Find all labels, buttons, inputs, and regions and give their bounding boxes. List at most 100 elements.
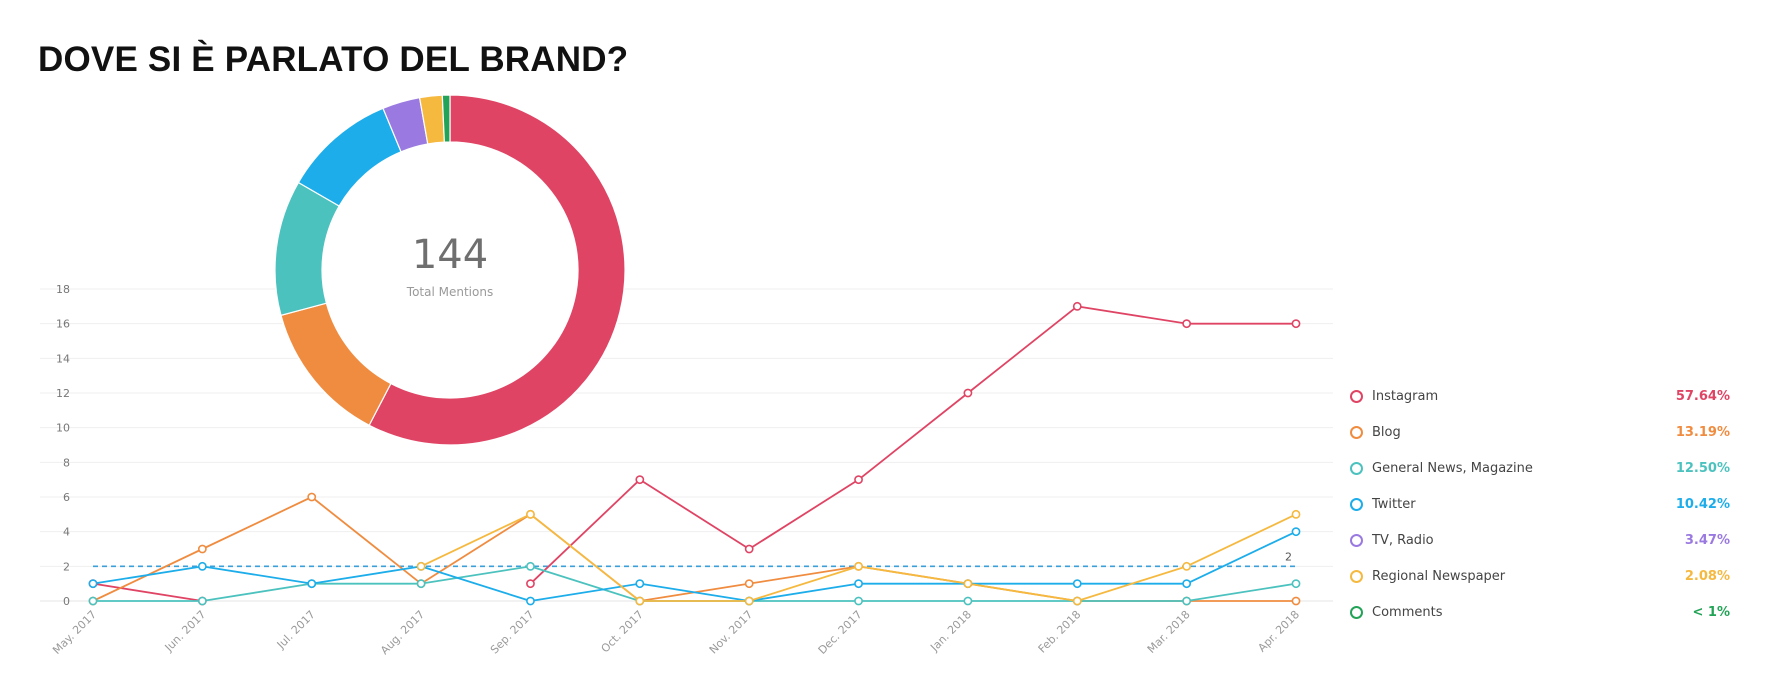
data-point-instagram [854, 475, 863, 485]
legend-item-instagram[interactable]: Instagram 57.64% [1350, 378, 1730, 414]
data-point-regional-newspaper [1072, 596, 1082, 606]
legend-label: Blog [1372, 424, 1401, 440]
data-point-instagram [1182, 319, 1192, 329]
legend-item-twitter[interactable]: Twitter 10.42% [1350, 486, 1730, 522]
data-point-general-news-magazine [1291, 579, 1301, 589]
legend-marker-icon [1350, 461, 1363, 475]
total-mentions-label: Total Mentions [406, 285, 493, 299]
data-point-general-news-magazine [88, 596, 98, 606]
x-tick-label: Mar. 2018 [1145, 608, 1193, 656]
y-tick-label: 16 [56, 318, 70, 331]
donut-slice-instagram [368, 94, 626, 446]
total-mentions-value: 144 [412, 232, 488, 278]
data-point-blog [307, 492, 317, 502]
data-point-twitter [1182, 579, 1192, 589]
legend-marker-icon [1350, 497, 1363, 511]
data-point-blog [744, 579, 754, 589]
data-point-general-news-magazine [1182, 596, 1192, 606]
legend-label: Comments [1372, 604, 1443, 620]
line-series [92, 305, 1297, 602]
data-point-instagram [526, 579, 535, 589]
data-point-general-news-magazine [963, 596, 973, 606]
y-tick-label: 0 [63, 595, 70, 608]
series-line-twitter [92, 530, 1297, 602]
y-tick-label: 6 [63, 491, 70, 504]
data-point-twitter [635, 579, 645, 589]
data-point-twitter [307, 579, 317, 589]
legend-label: General News, Magazine [1372, 460, 1533, 476]
legend-marker-icon [1350, 569, 1363, 583]
legend-percentage: 2.08% [1684, 568, 1730, 584]
series-line-instagram [92, 582, 203, 602]
legend-percentage: 12.50% [1675, 460, 1730, 476]
data-point-instagram [963, 388, 973, 398]
data-point-instagram [635, 475, 645, 485]
y-axis: 0 2 4 6 8 10 12 14 16 18 [56, 283, 70, 608]
legend-percentage: 10.42% [1675, 496, 1730, 512]
y-tick-label: 2 [63, 560, 70, 573]
x-axis: May. 2017 Jun. 2017 Jul. 2017 Aug. 2017 Sep.… [50, 608, 1302, 657]
data-point-general-news-magazine [854, 596, 863, 606]
legend-percentage: 13.19% [1675, 424, 1730, 440]
y-tick-label: 14 [56, 352, 70, 365]
reference-line: 2 [93, 550, 1296, 568]
data-point-instagram [1072, 301, 1082, 311]
legend-item-tv-radio[interactable]: TV, Radio 3.47% [1350, 522, 1730, 558]
data-point-twitter [197, 561, 207, 571]
donut-slice-comments [441, 94, 451, 143]
data-point-blog [197, 544, 207, 554]
data-point-blog [1291, 596, 1301, 606]
data-point-regional-newspaper [744, 596, 754, 606]
data-point-twitter [88, 579, 98, 589]
legend-marker-icon [1350, 605, 1363, 619]
data-point-general-news-magazine [416, 579, 426, 589]
legend-item-regional-newspaper[interactable]: Regional Newspaper 2.08% [1350, 558, 1730, 594]
legend-label: Regional Newspaper [1372, 568, 1506, 584]
x-tick-label: May. 2017 [50, 608, 99, 657]
y-tick-label: 18 [56, 283, 70, 296]
data-point-instagram [744, 544, 754, 554]
reference-line-label: 2 [1285, 550, 1292, 563]
x-tick-label: Sep. 2017 [488, 608, 537, 657]
donut-backdrop [274, 94, 626, 446]
legend-marker-icon [1350, 389, 1363, 403]
x-tick-label: Feb. 2018 [1036, 608, 1084, 656]
data-point-regional-newspaper [635, 596, 645, 606]
legend-label: Twitter [1372, 496, 1416, 512]
x-tick-label: Jan. 2018 [927, 608, 974, 655]
y-tick-label: 4 [63, 526, 70, 539]
data-point-twitter [854, 579, 863, 589]
legend-label: TV, Radio [1372, 532, 1434, 548]
data-point-regional-newspaper [526, 509, 535, 519]
legend-item-comments[interactable]: Comments < 1% [1350, 594, 1730, 630]
legend-percentage: < 1% [1692, 604, 1731, 620]
legend-item-general-news-magazine[interactable]: General News, Magazine 12.50% [1350, 450, 1730, 486]
x-tick-label: Jun. 2017 [162, 608, 209, 655]
x-tick-label: Nov. 2017 [707, 608, 756, 657]
series-line-blog [92, 496, 1296, 602]
legend-percentage: 57.64% [1675, 388, 1730, 404]
y-tick-label: 12 [56, 387, 70, 400]
legend: Instagram 57.64% Blog 13.19% General News, M… [1350, 378, 1730, 630]
y-tick-label: 8 [63, 456, 70, 469]
legend-percentage: 3.47% [1684, 532, 1730, 548]
legend-marker-icon [1350, 533, 1363, 547]
x-tick-label: Oct. 2017 [599, 608, 646, 655]
data-point-regional-newspaper [416, 561, 426, 571]
data-point-general-news-magazine [526, 561, 535, 571]
data-point-regional-newspaper [963, 579, 973, 589]
legend-marker-icon [1350, 425, 1363, 439]
data-point-general-news-magazine [197, 596, 207, 606]
x-tick-label: Dec. 2017 [816, 608, 865, 657]
legend-item-blog[interactable]: Blog 13.19% [1350, 414, 1730, 450]
data-point-twitter [1291, 527, 1301, 537]
data-point-instagram [1291, 319, 1301, 329]
grid-lines [40, 288, 1333, 602]
series-line-instagram [529, 305, 1296, 585]
page-title: DOVE SI È PARLATO DEL BRAND? [38, 40, 629, 79]
donut-chart: 144 Total Mentions [274, 94, 626, 446]
y-tick-label: 10 [56, 422, 70, 435]
data-point-twitter [1072, 579, 1082, 589]
x-tick-label: Jul. 2017 [274, 608, 318, 652]
